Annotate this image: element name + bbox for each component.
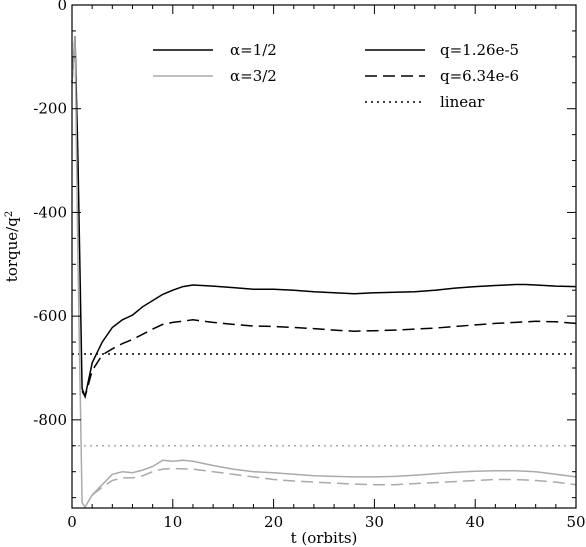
legend: α=1/2 α=3/2 q=1.26e-5 q=6.34e-6 linear: [153, 41, 519, 111]
y-axis-label: torque/q2: [3, 211, 21, 282]
legend-label-q: q=6.34e-6: [440, 67, 519, 85]
x-tick-label: 50: [566, 513, 585, 531]
ticks-layer: 0 10 20 30 40 50 0 -200 -400 -600 -800: [33, 0, 585, 531]
y-tick-label: 0: [57, 0, 67, 14]
series-line-alpha-three-halves-solid: [71, 36, 577, 509]
series-layer: [71, 36, 577, 509]
series-line-alpha-three-halves-dashed: [91, 467, 577, 496]
y-tick-label: -400: [33, 203, 67, 221]
legend-label-q: linear: [440, 93, 485, 111]
x-tick-label: 30: [365, 513, 384, 531]
y-axis-label-main: torque/q: [3, 217, 21, 282]
x-tick-label: 20: [264, 513, 283, 531]
x-tick-label: 40: [466, 513, 485, 531]
y-tick-label: -800: [33, 411, 67, 429]
x-axis-label: t (orbits): [291, 529, 358, 547]
x-tick-label: 10: [163, 513, 182, 531]
x-tick-label: 0: [67, 513, 77, 531]
legend-label-q: q=1.26e-5: [440, 41, 519, 59]
y-tick-label: -600: [33, 307, 67, 325]
series-line-alpha-half-solid: [71, 36, 577, 400]
legend-label-alpha: α=1/2: [230, 41, 277, 59]
plot-frame: [71, 4, 577, 509]
y-axis-label-superscript: 2: [4, 211, 15, 217]
series-line-alpha-half-dashed: [81, 319, 577, 399]
y-tick-label: -200: [33, 100, 67, 118]
legend-label-alpha: α=3/2: [230, 67, 277, 85]
